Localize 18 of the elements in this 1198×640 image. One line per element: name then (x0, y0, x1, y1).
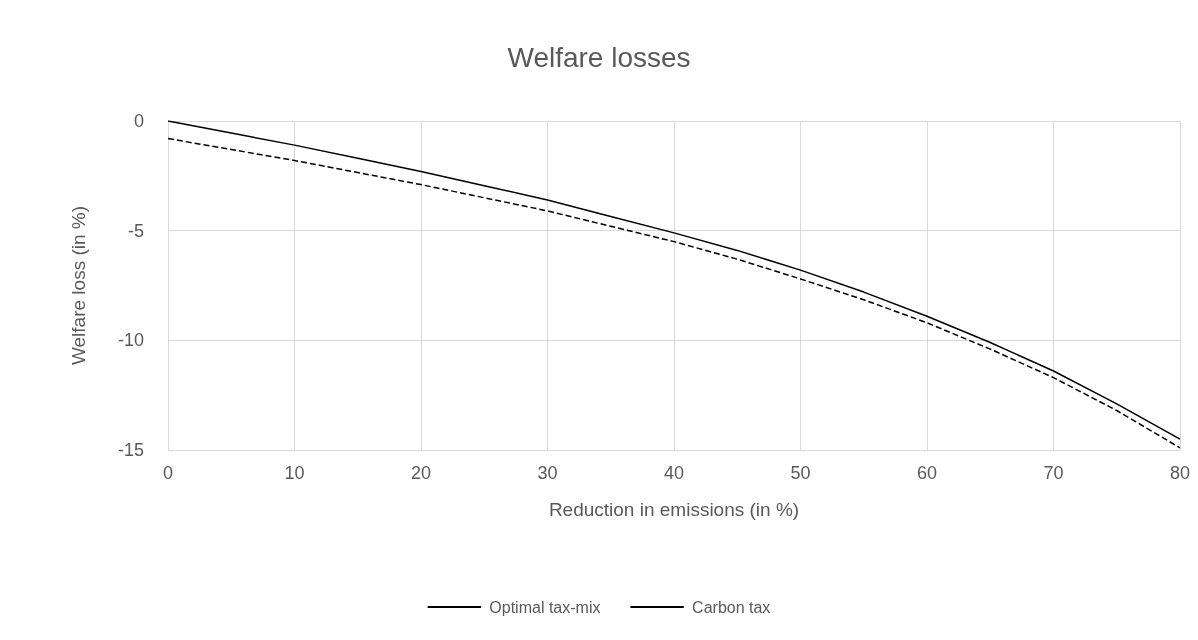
x-tick-label: 20 (410, 463, 432, 483)
x-axis-title: Reduction in emissions (in %) (548, 499, 800, 520)
x-tick-label: 40 (663, 463, 685, 483)
chart-title: Welfare losses (507, 41, 691, 73)
y-tick-label: -5 (127, 220, 144, 241)
legend-label: Carbon tax (692, 598, 771, 616)
x-tick-label: 50 (790, 463, 811, 483)
x-tick-label: 30 (537, 463, 558, 483)
y-tick-label: 0 (133, 111, 144, 131)
y-tick-label: -15 (117, 440, 144, 460)
x-tick-label: 0 (162, 463, 174, 483)
x-tick-label: 80 (1169, 463, 1191, 483)
legend-label: Optimal tax-mix (489, 598, 601, 616)
x-tick-label: 70 (1043, 463, 1064, 483)
x-tick-label: 10 (284, 463, 305, 483)
y-tick-label: -10 (117, 330, 144, 351)
y-axis-title: Welfare loss (in %) (68, 205, 89, 366)
x-tick-label: 60 (916, 463, 938, 483)
